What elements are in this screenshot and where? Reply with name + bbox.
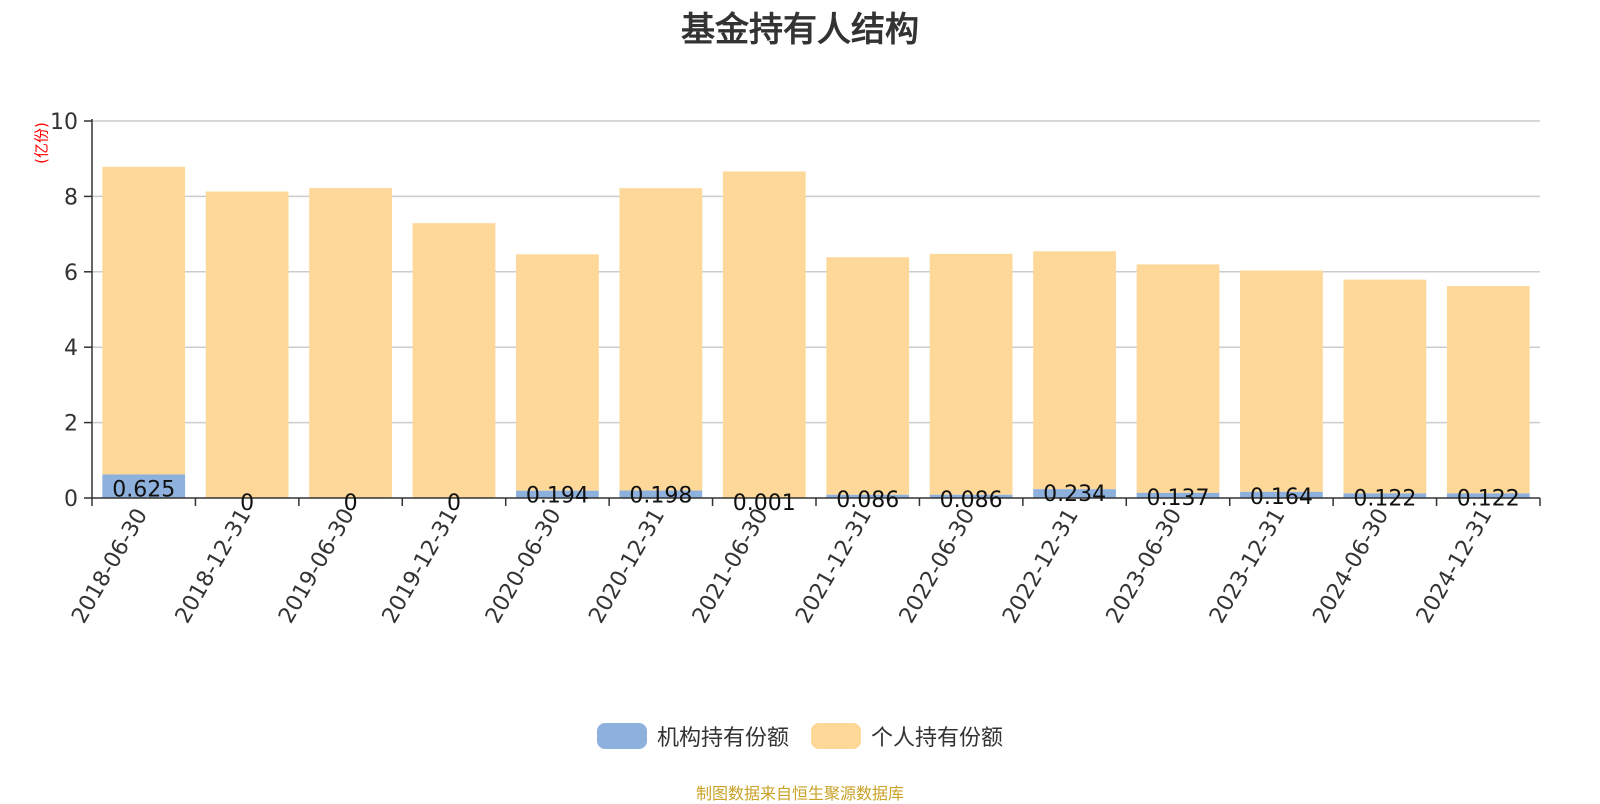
data-label-institutional-0: 0.625 bbox=[112, 477, 175, 502]
x-tick-label-0: 2018-06-30 bbox=[67, 505, 153, 628]
data-source-footer: 制图数据来自恒生聚源数据库 bbox=[0, 780, 1600, 804]
bar-individual-12 bbox=[1343, 280, 1426, 494]
x-tick-label-10: 2023-06-30 bbox=[1102, 505, 1188, 628]
legend-item-institutional[interactable]: 机构持有份额 bbox=[597, 720, 789, 752]
y-tick-label-3: 6 bbox=[64, 261, 78, 286]
x-tick-label-4: 2020-06-30 bbox=[481, 505, 567, 628]
legend-item-individual[interactable]: 个人持有份额 bbox=[811, 720, 1003, 752]
x-tick-label-12: 2024-06-30 bbox=[1308, 505, 1394, 628]
bar-individual-11 bbox=[1240, 271, 1323, 492]
bar-individual-10 bbox=[1137, 264, 1220, 492]
data-label-institutional-13: 0.122 bbox=[1457, 486, 1520, 511]
bar-individual-9 bbox=[1033, 251, 1116, 489]
x-tick-label-1: 2018-12-31 bbox=[171, 505, 257, 628]
y-tick-label-5: 10 bbox=[50, 110, 78, 135]
bar-individual-3 bbox=[413, 223, 496, 498]
x-tick-label-13: 2024-12-31 bbox=[1412, 505, 1498, 628]
y-tick-label-4: 8 bbox=[64, 185, 78, 210]
data-label-institutional-11: 0.164 bbox=[1250, 485, 1313, 510]
y-tick-label-0: 0 bbox=[64, 487, 78, 512]
legend-swatch-institutional bbox=[597, 723, 647, 749]
data-label-institutional-7: 0.086 bbox=[836, 488, 899, 513]
data-label-institutional-12: 0.122 bbox=[1353, 486, 1416, 511]
bar-individual-5 bbox=[619, 188, 702, 490]
legend-label-institutional: 机构持有份额 bbox=[657, 720, 789, 752]
y-tick-label-2: 4 bbox=[64, 336, 78, 361]
x-tick-label-9: 2022-12-31 bbox=[998, 505, 1084, 628]
data-label-institutional-10: 0.137 bbox=[1147, 486, 1210, 511]
x-tick-label-11: 2023-12-31 bbox=[1205, 505, 1291, 628]
x-tick-label-6: 2021-06-30 bbox=[688, 505, 774, 628]
y-tick-label-1: 2 bbox=[64, 412, 78, 437]
bar-individual-0 bbox=[102, 167, 185, 475]
legend: 机构持有份额 个人持有份额 bbox=[0, 720, 1600, 752]
bar-individual-4 bbox=[516, 254, 599, 490]
bar-individual-13 bbox=[1447, 286, 1530, 493]
bar-individual-1 bbox=[206, 191, 289, 498]
bar-individual-8 bbox=[930, 254, 1013, 495]
x-tick-label-5: 2020-12-31 bbox=[584, 505, 670, 628]
x-tick-label-2: 2019-06-30 bbox=[274, 505, 360, 628]
legend-swatch-individual bbox=[811, 723, 861, 749]
data-label-institutional-8: 0.086 bbox=[940, 488, 1003, 513]
x-tick-label-8: 2022-06-30 bbox=[895, 504, 981, 627]
data-label-institutional-9: 0.234 bbox=[1043, 482, 1106, 507]
bar-individual-6 bbox=[723, 171, 806, 497]
data-label-institutional-4: 0.194 bbox=[526, 484, 589, 509]
x-tick-label-7: 2021-12-31 bbox=[791, 505, 877, 628]
x-tick-label-3: 2019-12-31 bbox=[378, 505, 464, 628]
bar-individual-2 bbox=[309, 188, 392, 498]
legend-label-individual: 个人持有份额 bbox=[871, 720, 1003, 752]
data-label-institutional-5: 0.198 bbox=[629, 484, 692, 509]
bar-individual-7 bbox=[826, 257, 909, 495]
